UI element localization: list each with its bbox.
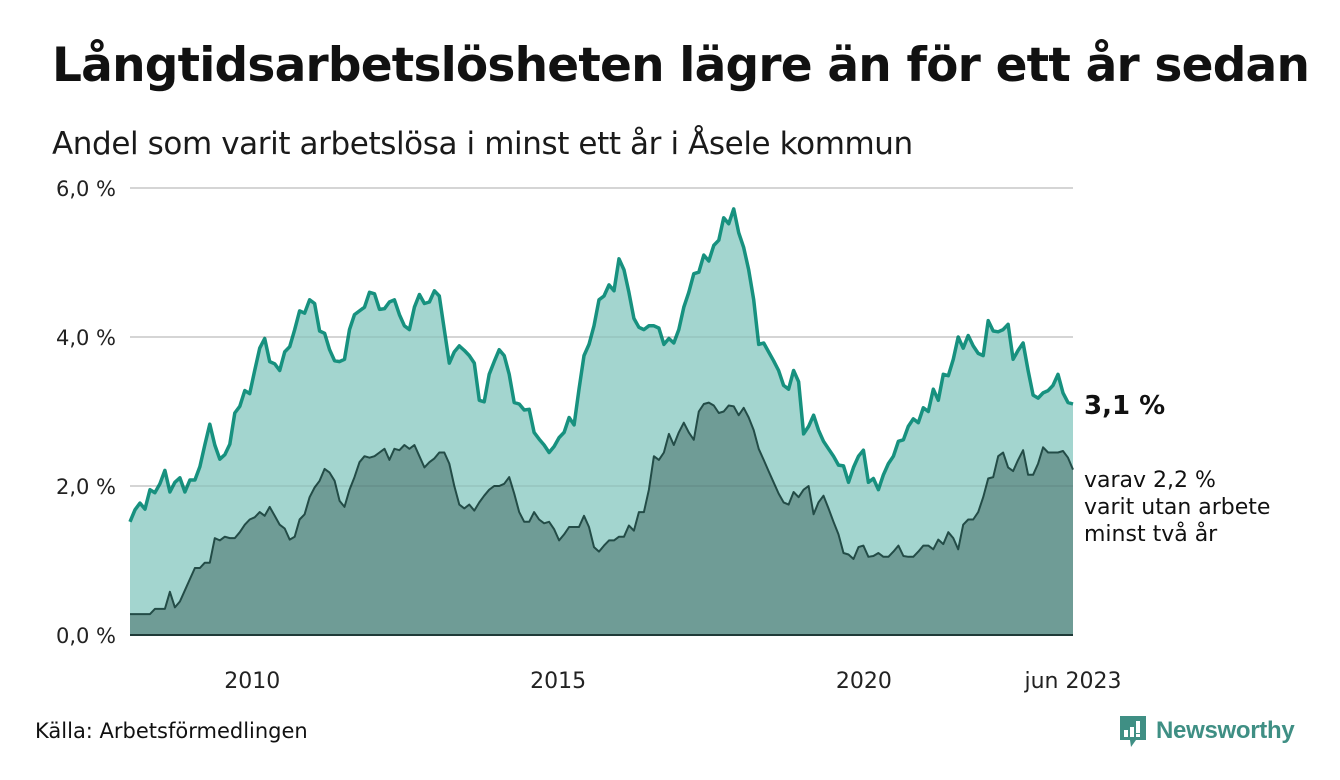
x-tick-label: jun 2023: [1024, 669, 1122, 694]
x-axis: 2010 2015 2020 jun 2023: [224, 669, 1121, 694]
y-tick-label: 2,0 %: [56, 475, 116, 499]
long-term-end-label-line: varav 2,2 %: [1084, 468, 1216, 493]
x-tick-label: 2015: [530, 669, 586, 694]
source-label: Källa: Arbetsförmedlingen: [35, 719, 308, 743]
speech-bubble-bar-chart-icon: [1120, 716, 1146, 747]
total-end-label: 3,1 %: [1084, 391, 1165, 421]
y-axis: 0,0 % 2,0 % 4,0 % 6,0 %: [56, 177, 116, 648]
y-tick-label: 0,0 %: [56, 624, 116, 648]
chart-title: Långtidsarbetslösheten lägre än för ett …: [52, 38, 1310, 93]
x-tick-label: 2010: [224, 669, 280, 694]
x-tick-label: 2020: [836, 669, 892, 694]
brand-logo: Newsworthy: [1118, 714, 1295, 748]
long-term-area-fill: [130, 402, 1073, 635]
long-term-line: [130, 401, 1074, 616]
y-tick-label: 4,0 %: [56, 326, 116, 350]
chart-subtitle: Andel som varit arbetslösa i minst ett å…: [52, 126, 913, 162]
total-line: [128, 207, 1074, 523]
long-term-end-label-line: minst två år: [1084, 521, 1218, 547]
y-tick-label: 6,0 %: [56, 177, 116, 201]
long-term-end-label-line: varit utan arbete: [1084, 495, 1270, 520]
brand-name: Newsworthy: [1156, 717, 1295, 744]
